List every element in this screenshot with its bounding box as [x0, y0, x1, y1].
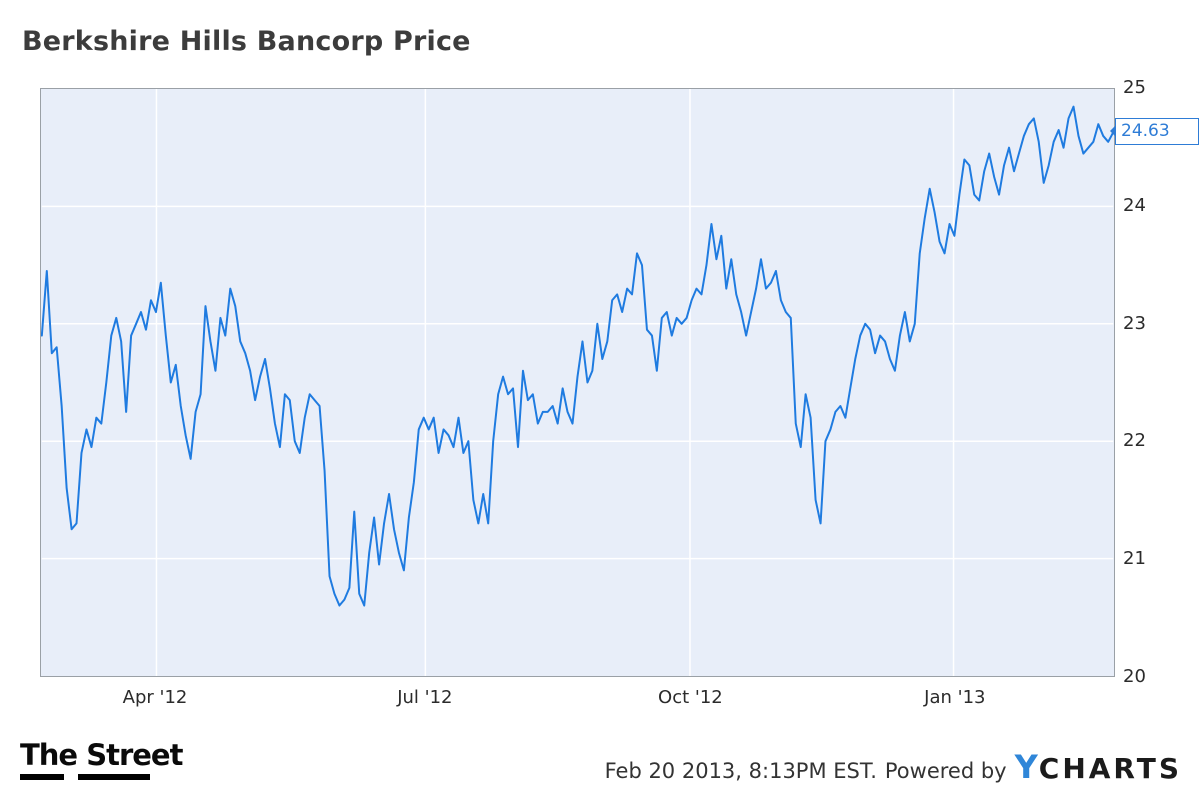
x-axis-label: Oct '12	[658, 687, 723, 708]
ycharts-logo-charts: CHARTS	[1038, 752, 1182, 785]
last-price-callout: 24.63	[1110, 117, 1199, 145]
y-axis-label: 22	[1123, 430, 1146, 452]
thestreet-logo: The Street	[20, 738, 183, 780]
thestreet-logo-text: The Street	[20, 738, 183, 772]
y-axis-label: 25	[1123, 77, 1146, 98]
price-line	[41, 105, 1114, 607]
x-axis-label: Apr '12	[122, 687, 188, 708]
y-axis-label: 21	[1123, 548, 1146, 570]
ycharts-logo-y: Y	[1014, 748, 1039, 786]
last-price-value: 24.63	[1121, 120, 1170, 141]
thestreet-logo-underline	[20, 774, 182, 780]
y-axis-label: 23	[1123, 312, 1146, 334]
price-line-chart	[41, 89, 1114, 676]
thestreet-underline-bar-right	[78, 774, 150, 780]
x-axis-label: Jan '13	[924, 687, 986, 708]
x-axis-label: Jul '12	[397, 687, 453, 708]
y-axis-label: 24	[1123, 194, 1146, 216]
timestamp: Feb 20 2013, 8:13PM EST.	[604, 759, 877, 783]
y-axis-label: 20	[1123, 666, 1146, 687]
page-title: Berkshire Hills Bancorp Price	[22, 26, 471, 57]
thestreet-underline-bar-left	[20, 774, 64, 780]
chart-attribution: Feb 20 2013, 8:13PM EST. Powered by YCHA…	[605, 748, 1182, 786]
ycharts-logo: YCHARTS	[1015, 748, 1182, 786]
powered-by-label: Powered by	[884, 759, 1007, 783]
price-chart-area	[40, 88, 1115, 677]
